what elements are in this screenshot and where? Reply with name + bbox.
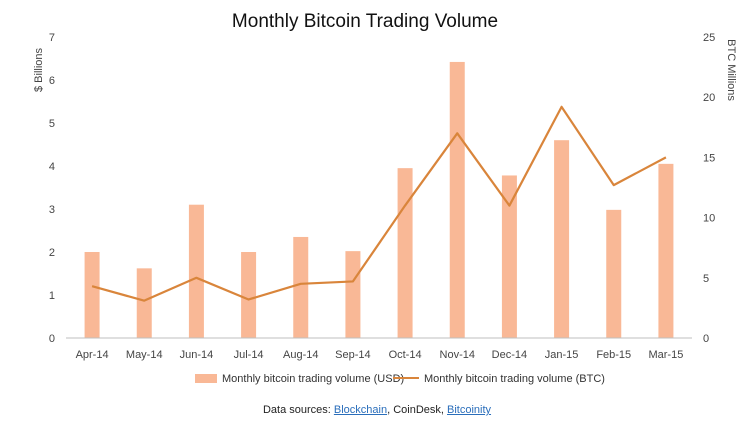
legend-usd-swatch: [195, 374, 217, 383]
x-tick-label: Jul-14: [234, 349, 264, 361]
left-tick-label: 4: [49, 161, 55, 173]
usd-bar: [658, 163, 674, 338]
left-tick-label: 2: [49, 247, 55, 259]
x-tick-label: Jan-15: [545, 349, 579, 361]
usd-bars: [84, 61, 674, 338]
legend: Monthly bitcoin trading volume (USD) Mon…: [195, 373, 605, 385]
legend-usd-label: Monthly bitcoin trading volume (USD): [222, 373, 404, 385]
x-tick-label: Dec-14: [492, 349, 527, 361]
usd-bar: [136, 268, 152, 338]
left-tick-label: 0: [49, 333, 55, 345]
usd-bar: [241, 252, 257, 338]
usd-bar: [397, 168, 413, 338]
right-tick-label: 0: [703, 333, 709, 345]
left-axis-ticks: 0 1 2 3 4 5 6 7: [49, 32, 55, 345]
x-tick-label: Mar-15: [648, 349, 683, 361]
left-tick-label: 3: [49, 204, 55, 216]
right-axis-label: BTC Millions: [725, 39, 737, 101]
left-tick-label: 7: [49, 32, 55, 44]
btc-line-path: [91, 105, 667, 302]
usd-bar: [293, 236, 309, 338]
left-tick-label: 5: [49, 118, 55, 130]
x-tick-label: Oct-14: [389, 349, 422, 361]
x-tick-label: Nov-14: [440, 349, 475, 361]
x-tick-label: Apr-14: [76, 349, 109, 361]
right-tick-label: 10: [703, 213, 715, 225]
usd-bar: [188, 204, 204, 338]
usd-bar: [554, 140, 570, 338]
right-tick-label: 20: [703, 92, 715, 104]
usd-bar: [501, 175, 517, 338]
sources-separator: , CoinDesk,: [387, 404, 447, 416]
usd-bar: [449, 61, 465, 338]
x-tick-label: Aug-14: [283, 349, 318, 361]
x-tick-label: Feb-15: [596, 349, 631, 361]
right-tick-label: 25: [703, 32, 715, 44]
x-axis-ticks: Apr-14 May-14 Jun-14 Jul-14 Aug-14 Sep-14 Oct-…: [76, 349, 684, 361]
usd-bar: [345, 251, 361, 338]
right-axis-ticks: 0 5 10 15 20 25: [703, 32, 715, 345]
chart-title: Monthly Bitcoin Trading Volume: [232, 11, 498, 32]
legend-btc-label: Monthly bitcoin trading volume (BTC): [424, 373, 605, 385]
x-tick-label: May-14: [126, 349, 163, 361]
bitcoin-volume-chart: Monthly Bitcoin Trading Volume $ Billion…: [33, 11, 737, 385]
x-tick-label: Jun-14: [180, 349, 214, 361]
usd-bar: [84, 252, 100, 338]
left-tick-label: 6: [49, 75, 55, 87]
blockchain-link[interactable]: Blockchain: [333, 404, 388, 416]
usd-bar: [606, 209, 622, 338]
right-tick-label: 15: [703, 152, 715, 164]
bitcoinity-link[interactable]: Bitcoinity: [447, 404, 492, 416]
right-tick-label: 5: [703, 273, 709, 285]
left-axis-label: $ Billions: [33, 47, 45, 92]
left-tick-label: 1: [49, 290, 55, 302]
sources-prefix: Data sources:: [262, 404, 334, 416]
x-tick-label: Sep-14: [335, 349, 370, 361]
data-sources-footer: Data sources: Blockchain, CoinDesk, Bitc…: [0, 404, 754, 416]
btc-line-series: [91, 105, 667, 302]
